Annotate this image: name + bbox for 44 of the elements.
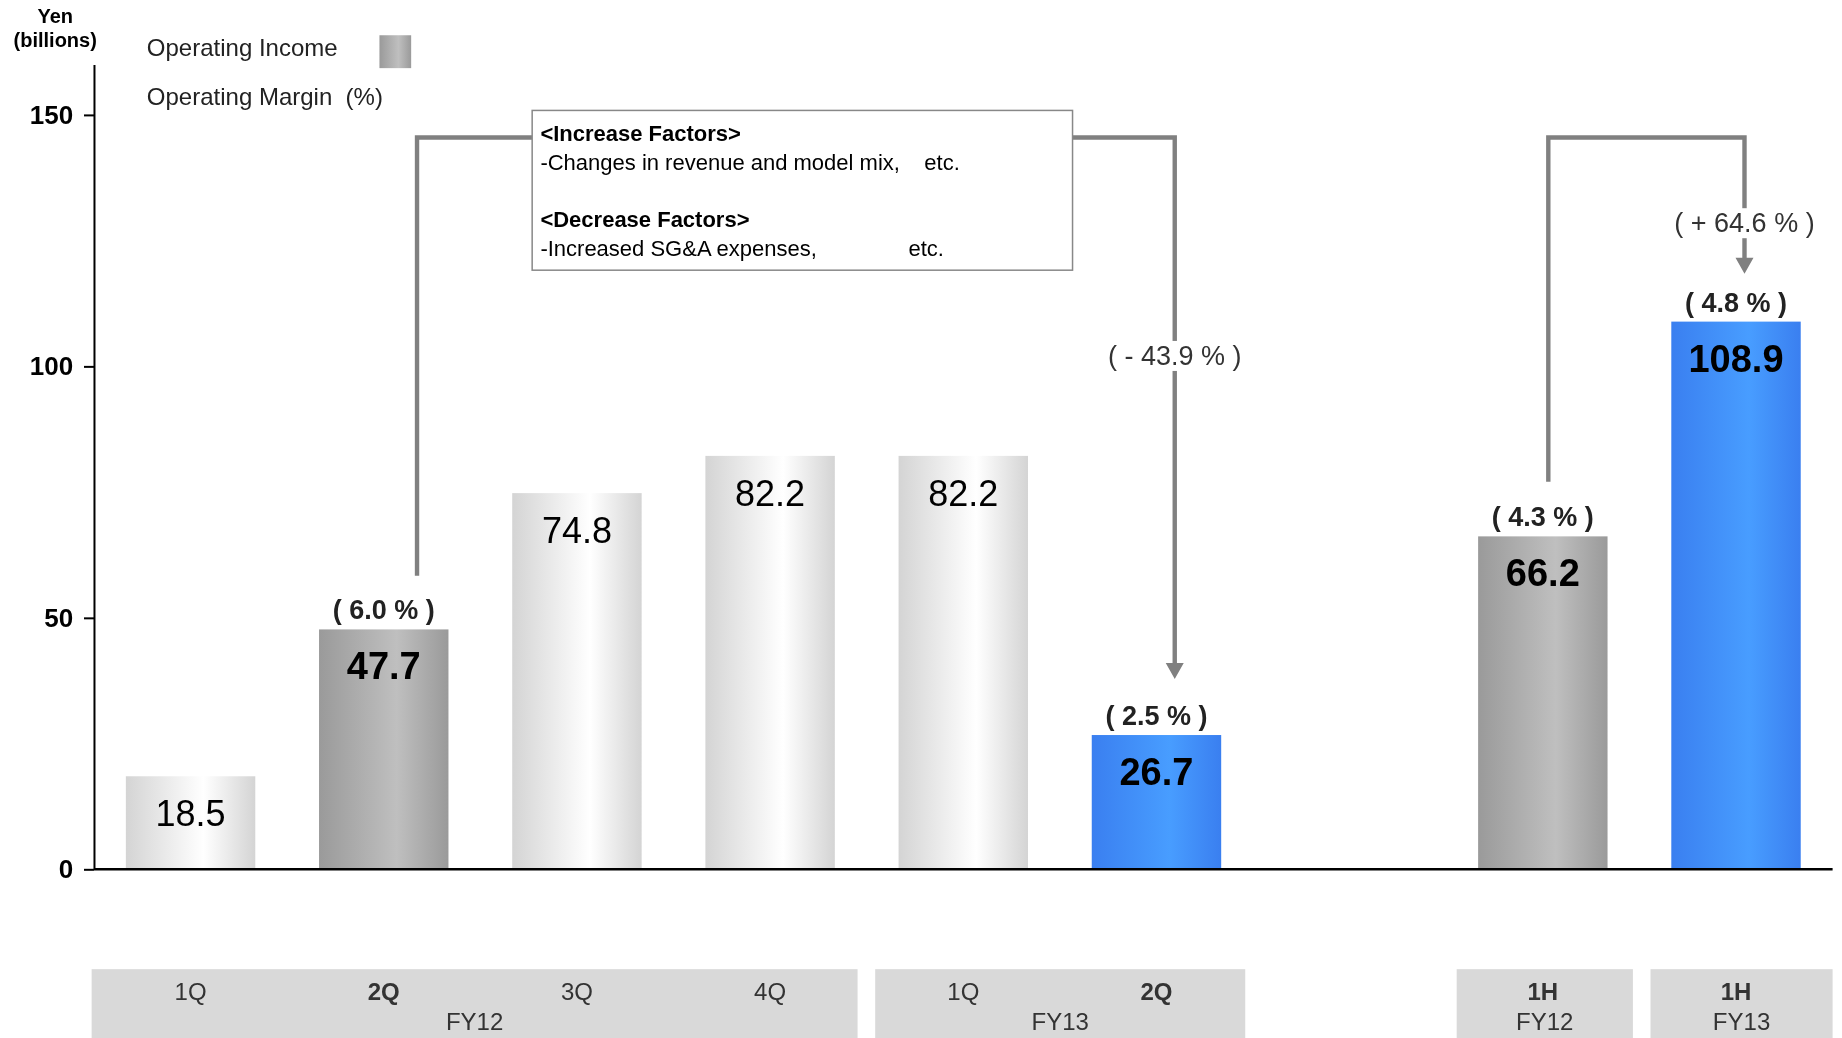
data-label: 26.7 (1119, 751, 1194, 794)
text: FY12 (1516, 1008, 1574, 1035)
data-label: 47.7 (346, 645, 421, 688)
data-label: 82.2 (735, 472, 806, 514)
annotation: ( 2.5 % ) (1105, 701, 1208, 732)
annotation: ( - 43.9 % ) (1107, 340, 1242, 371)
data-label: 108.9 (1688, 337, 1784, 380)
x-tick-label: 3Q (560, 977, 593, 1005)
legend-label: Operating Income (146, 34, 338, 62)
x-tick-label: 1H (1527, 977, 1559, 1005)
bar (1091, 735, 1222, 870)
annotation: ( + 64.6 % ) (1674, 208, 1815, 239)
annotation: -Increased SG&A expenses, etc. (540, 236, 944, 262)
x-tick-label: 2Q (367, 977, 400, 1005)
data-label: 18.5 (155, 793, 226, 835)
bar (125, 776, 256, 870)
bar (319, 629, 449, 870)
annotation: ( 4.8 % ) (1685, 287, 1788, 318)
bar (705, 455, 835, 870)
annotation: ( 4.3 % ) (1491, 502, 1594, 533)
data-label: 82.2 (928, 472, 999, 514)
y-tick-label: 0 (58, 854, 74, 885)
annotation: ( 6.0 % ) (332, 595, 435, 626)
annotation: <Decrease Factors> (540, 206, 750, 232)
data-label: 74.8 (541, 510, 612, 552)
y-axis-title: Yen (billions) (13, 5, 97, 52)
annotation: -Changes in revenue and model mix, etc. (540, 150, 960, 176)
data-label: 66.2 (1505, 552, 1580, 595)
bar (898, 455, 1029, 870)
x-tick-label: 2Q (1140, 977, 1173, 1005)
text: FY12 (445, 1008, 504, 1035)
y-tick-label: 150 (29, 99, 74, 130)
x-tick-label: 4Q (754, 977, 787, 1005)
y-tick-label: 50 (44, 602, 74, 633)
x-tick-label: 1H (1720, 977, 1752, 1005)
text: FY13 (1031, 1008, 1089, 1035)
bar (1478, 536, 1608, 870)
y-tick-label: 100 (29, 351, 74, 382)
annotation: <Increase Factors> (540, 120, 741, 146)
x-tick-label: 1Q (947, 977, 980, 1005)
annotation: Operating Margin (%) (146, 82, 383, 110)
bar (512, 493, 642, 870)
text: FY13 (1712, 1008, 1771, 1035)
x-tick-label: 1Q (174, 977, 207, 1005)
